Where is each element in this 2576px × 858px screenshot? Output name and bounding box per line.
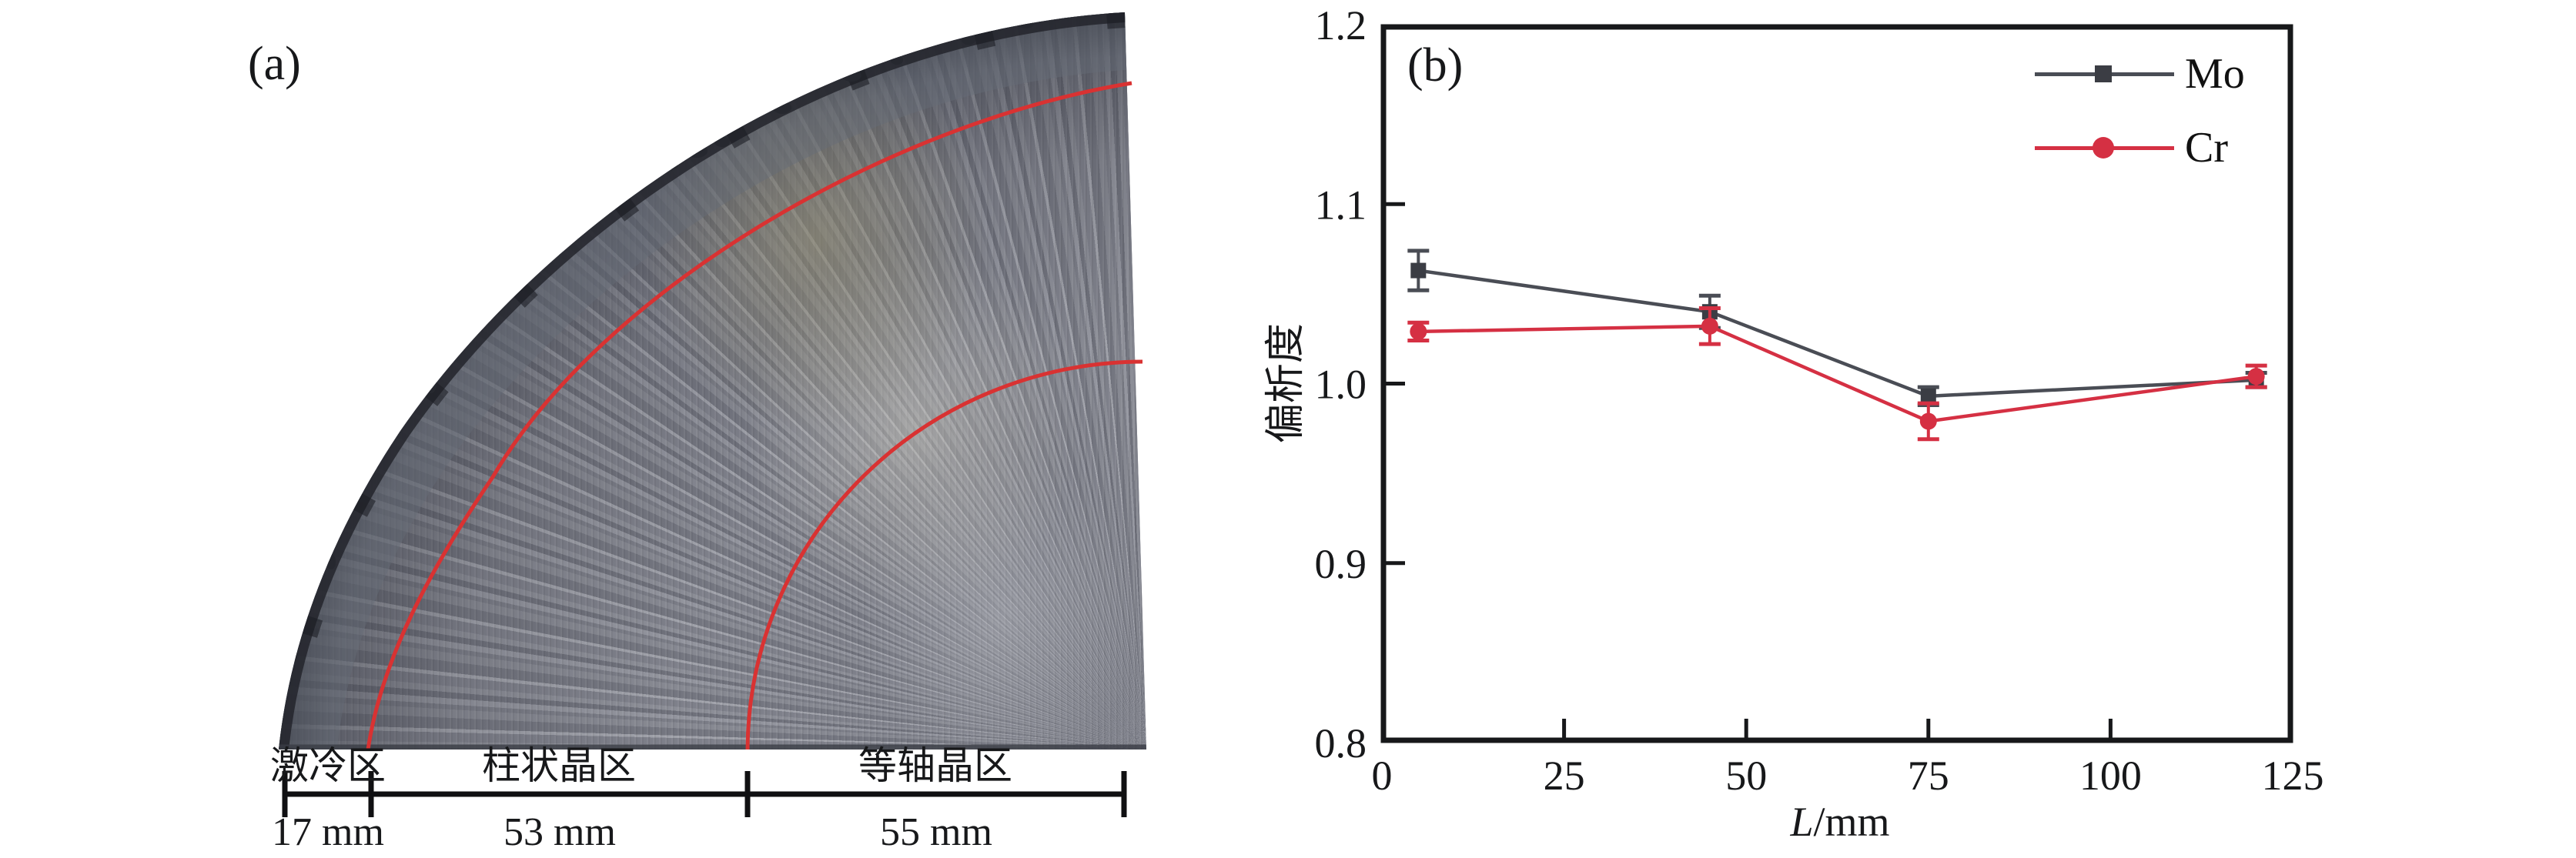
chart-legend: Mo Cr — [2035, 52, 2289, 199]
legend-item-cr: Cr — [2035, 126, 2289, 169]
zone-scale-bar — [282, 771, 1127, 817]
x-tick-label: 75 — [1908, 753, 1949, 799]
chart-frame — [1380, 24, 2293, 743]
x-axis-title-unit: /mm — [1813, 799, 1890, 845]
x-tick-label: 25 — [1544, 753, 1585, 799]
zone-boundary-inner-red-curve — [745, 359, 1143, 750]
top-corner-speck — [1062, 12, 1081, 15]
data-point-marker — [1701, 317, 1718, 335]
y-tick-label: 0.8 — [1315, 720, 1367, 766]
series-line-cr — [1418, 324, 2257, 423]
edge-chip-spots — [288, 18, 1034, 663]
legend-label: Mo — [2185, 50, 2245, 98]
data-point-marker — [1410, 322, 1427, 340]
zone-length-columnar: 53 mm — [503, 810, 616, 854]
y-tick-label: 1.1 — [1315, 182, 1367, 228]
zone-label-chill: 激冷区 — [270, 744, 386, 787]
zone-length-chill: 17 mm — [272, 810, 384, 854]
cr-circle-marker-icon — [2093, 137, 2114, 159]
zone-length-equiaxed: 55 mm — [880, 810, 992, 854]
zone-label-equiaxed: 等轴晶区 — [858, 744, 1012, 787]
data-point-marker — [1920, 388, 1936, 404]
legend-item-mo: Mo — [2035, 52, 2289, 95]
y-tick-label: 1.0 — [1315, 362, 1367, 408]
sample-surface-details — [279, 12, 1146, 749]
edge-chips-band — [279, 12, 1126, 749]
zone-boundary-outer-red-curve — [366, 81, 1132, 750]
chill-band-shading — [279, 12, 1129, 749]
sample-dark-rim — [279, 12, 1126, 749]
x-tick-label: 100 — [2079, 753, 2142, 799]
y-axis-title: 偏析度 — [1264, 322, 1308, 444]
panel-b-label: (b) — [1407, 39, 1464, 92]
zone-label-columnar: 柱状晶区 — [482, 744, 636, 787]
x-tick-label: 0 — [1372, 753, 1393, 799]
data-point-marker — [2247, 368, 2265, 386]
x-tick-label: 125 — [2262, 753, 2324, 799]
plot-series-layer: 1.2 1.1 1.0 0.9 0.80 25 50 75 100 125 — [1315, 2, 2324, 799]
x-tick-label: 50 — [1725, 753, 1767, 799]
legend-label: Cr — [2185, 124, 2228, 172]
x-axis-title-symbol: L — [1790, 799, 1814, 845]
y-tick-label: 0.9 — [1315, 541, 1367, 587]
series-line-mo — [1418, 269, 2257, 399]
data-point-marker — [1919, 412, 1937, 430]
data-point-marker — [1410, 262, 1427, 279]
x-axis-title: L/mm — [1790, 801, 1889, 843]
y-tick-label: 1.2 — [1315, 2, 1367, 48]
mo-square-marker-icon — [2095, 65, 2112, 82]
panel-a-label: (a) — [248, 38, 301, 90]
